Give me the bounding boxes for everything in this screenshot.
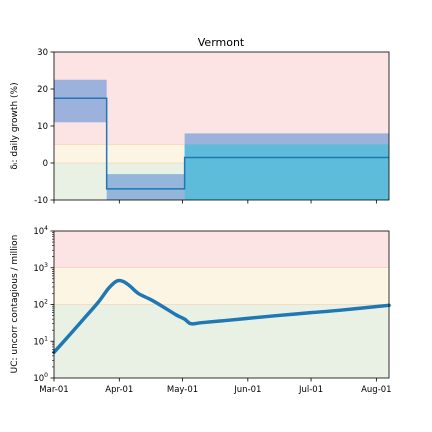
growth-y-ticks: -10 0 10 20 30 xyxy=(34,48,54,206)
contagious-panel: 100 101 102 103 104 Mar-01 Apr-01 May-01 Jun-01… xyxy=(10,225,392,395)
x-tick-label: Jun-01 xyxy=(233,385,261,395)
band-green xyxy=(54,304,389,378)
y-tick-label: 20 xyxy=(37,85,48,95)
contagious-line xyxy=(52,278,391,355)
band-yellow xyxy=(54,267,389,305)
y-tick-label: 104 xyxy=(33,225,48,237)
growth-line xyxy=(54,97,389,190)
ci-band-0 xyxy=(54,79,107,123)
growth-x-ticks xyxy=(53,200,377,204)
ci-band-1 xyxy=(106,174,185,200)
contagious-bands xyxy=(54,231,389,378)
y-tick-label: 30 xyxy=(37,48,48,58)
ci-band-inner-2 xyxy=(184,144,389,200)
y-tick-label: 102 xyxy=(33,299,48,311)
growth-panel: Vermont -10 0 10 20 30 δᵢ: daily growth (%) xyxy=(10,36,390,206)
x-tick-label: May-01 xyxy=(167,385,198,395)
band-red xyxy=(54,231,389,268)
contagious-y-ticks: 100 101 102 103 104 xyxy=(33,225,54,384)
band-red xyxy=(54,52,389,145)
x-tick-label: Mar-01 xyxy=(39,385,68,395)
growth-ci-bands xyxy=(54,79,389,200)
y-tick-label: 100 xyxy=(33,372,48,384)
y-tick-label: 10 xyxy=(37,122,48,132)
contagious-x-ticks: Mar-01 Apr-01 May-01 Jun-01 Jul-01 Aug-01 xyxy=(39,378,392,395)
chart-title: Vermont xyxy=(198,36,245,49)
y-tick-label: -10 xyxy=(34,196,48,206)
x-tick-label: Jul-01 xyxy=(298,385,323,395)
growth-y-label: δᵢ: daily growth (%) xyxy=(10,82,20,169)
x-tick-label: Apr-01 xyxy=(105,385,133,395)
y-tick-label: 103 xyxy=(33,262,48,274)
y-tick-label: 0 xyxy=(43,159,48,169)
x-tick-label: Aug-01 xyxy=(361,385,391,395)
y-tick-label: 101 xyxy=(33,335,48,347)
contagious-y-label: UC: uncorr contagious / million xyxy=(10,235,20,374)
